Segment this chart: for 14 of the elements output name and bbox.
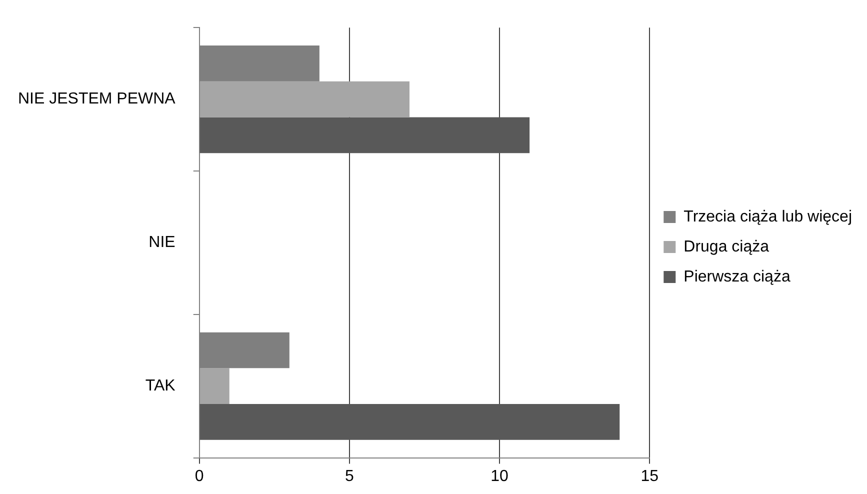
legend-label: Druga ciąża: [684, 238, 770, 256]
x-tick-label: 15: [640, 468, 659, 485]
bar: [200, 368, 230, 404]
x-tick-label: 5: [344, 468, 354, 485]
x-tick-label: 0: [194, 468, 204, 485]
legend-label: Trzecia ciąża lub więcej: [684, 208, 852, 226]
bar: [200, 117, 530, 154]
y-tick-label: NIE JESTEM PEWNA: [18, 90, 176, 108]
y-tick-label: TAK: [145, 378, 176, 395]
legend-label: Pierwsza ciąża: [684, 268, 790, 286]
x-tick-label: 10: [490, 468, 509, 485]
bar: [200, 81, 410, 118]
bar: [200, 404, 620, 440]
y-tick-label: NIE: [148, 234, 176, 252]
